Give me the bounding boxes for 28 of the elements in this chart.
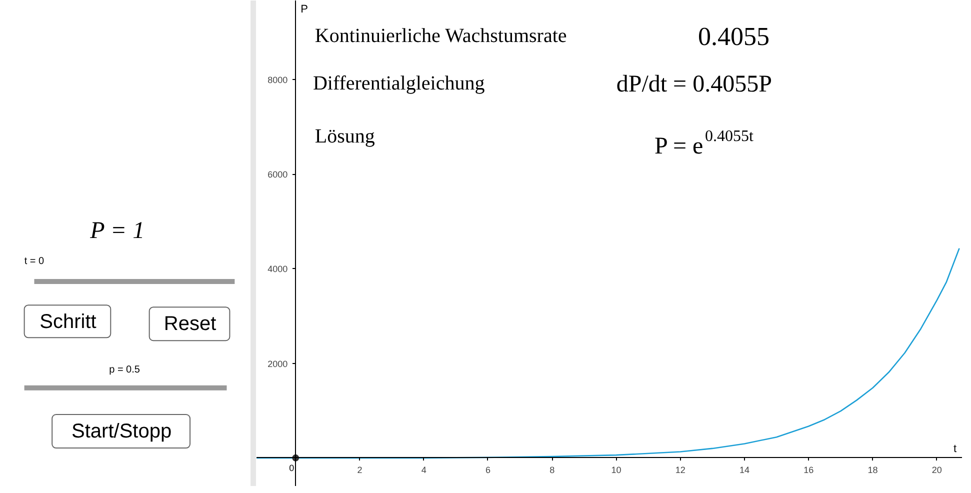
x-tick-label: 12 [675,464,686,475]
y-tick-label: 6000 [268,170,288,180]
annotation: Lösung [314,126,375,148]
x-tick-label: 14 [739,464,750,475]
x-tick-label: 4 [421,464,426,475]
x-tick-label: 6 [485,464,490,475]
text: Schritt [40,310,97,333]
annotation: Differentialgleichung [312,72,485,94]
y-axis-title: P [300,4,308,16]
text: P = 1 [89,218,145,244]
annotation: Kontinuierliche Wachstumsrate [314,24,567,47]
annotation: 0.4055 [698,22,770,51]
y-tick-label: 4000 [268,264,288,274]
text: t = 0 [24,256,45,268]
annotation: dP/dt = 0.4055P [616,71,772,98]
x-tick-label: 10 [611,464,622,475]
y-tick-label: 2000 [268,358,288,369]
text: p = 0.5 [109,364,140,376]
y-tick-label: 8000 [268,74,288,85]
x-axis-title: t [953,442,957,455]
x-tick-label: 0 [289,462,294,473]
x-tick-label: 20 [932,464,942,475]
text: Start/Stopp [72,420,172,442]
x-tick-label: 8 [550,464,555,475]
text: Reset [164,312,217,335]
x-tick-label: 18 [868,464,878,475]
x-tick-label: 16 [804,464,814,475]
x-tick-label: 2 [357,464,362,475]
